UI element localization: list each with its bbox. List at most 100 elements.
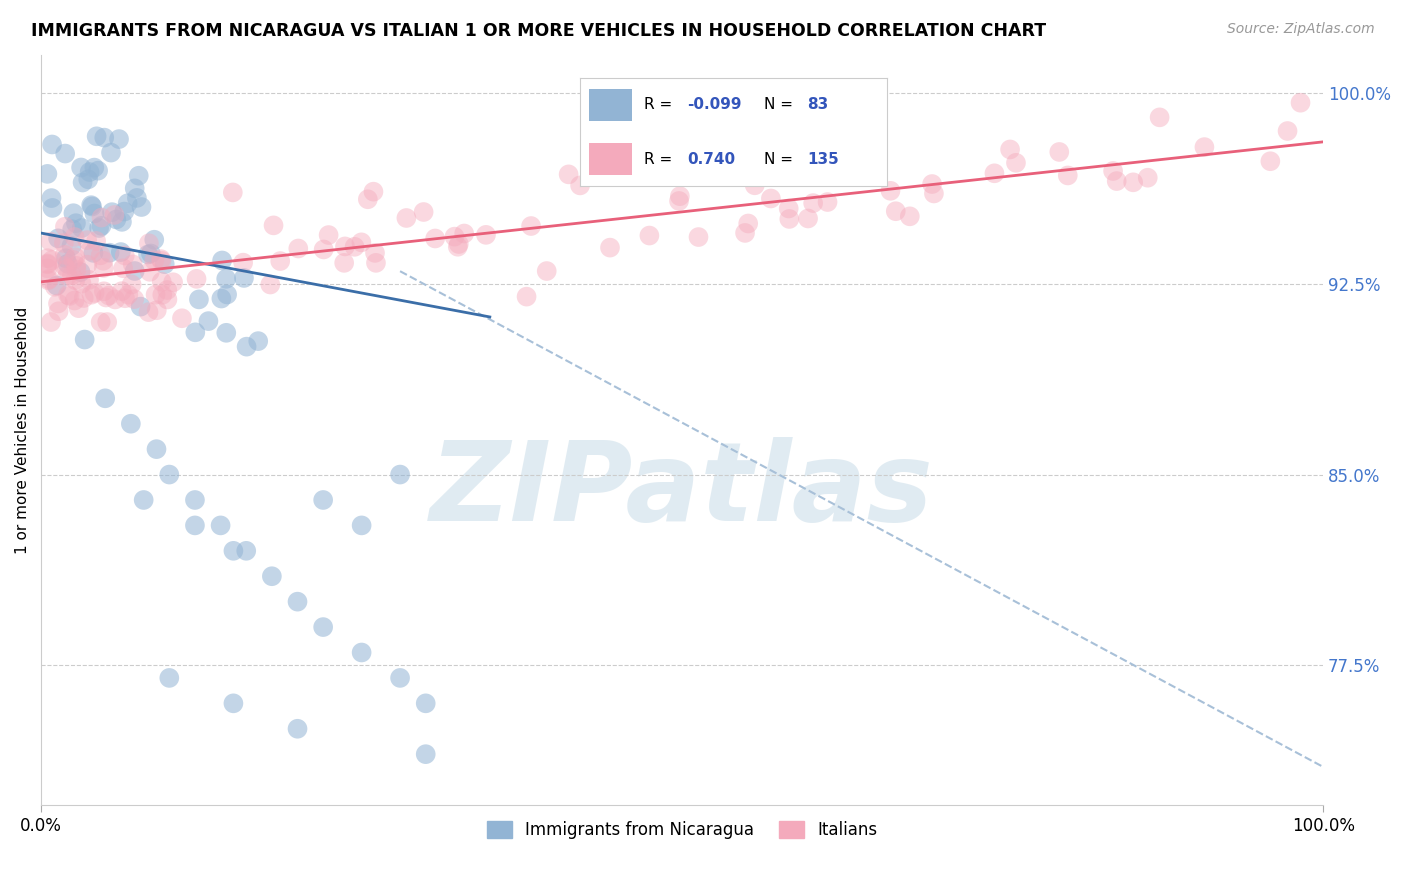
Point (65, 216, 87, 230)
Point (138, 305, 160, 319)
Point (84, 234, 107, 248)
Point (259, 277, 281, 292)
Point (668, 194, 690, 208)
Point (898, 210, 921, 224)
Point (520, 219, 543, 233)
Point (536, 264, 558, 278)
Point (62, 252, 84, 267)
Point (156, 293, 179, 307)
Point (122, 292, 145, 306)
Point (87, 221, 110, 235)
Point (389, 467, 412, 482)
Point (801, 196, 824, 211)
Point (412, 205, 434, 219)
Point (138, 236, 160, 251)
Point (669, 189, 692, 203)
Point (87, 163, 110, 178)
Point (52, 235, 75, 250)
Point (72, 176, 94, 190)
Point (1105, 174, 1128, 188)
Point (599, 241, 621, 255)
Point (93, 285, 115, 299)
Point (91, 253, 114, 268)
Point (53, 219, 76, 234)
Point (124, 181, 146, 195)
Point (37, 261, 59, 276)
Point (70, 161, 93, 175)
Point (37, 273, 59, 287)
Point (93, 260, 115, 275)
Point (67, 301, 90, 315)
Y-axis label: 1 or more Vehicles in Household: 1 or more Vehicles in Household (15, 307, 30, 554)
Point (922, 186, 945, 201)
Point (124, 264, 146, 278)
Point (53, 259, 76, 273)
Point (117, 196, 139, 211)
Point (759, 192, 782, 206)
Point (453, 227, 475, 241)
Point (318, 228, 340, 243)
Point (1149, 111, 1171, 125)
Point (222, 186, 245, 200)
Point (59, 289, 82, 303)
Point (53, 146, 76, 161)
Point (415, 747, 437, 761)
Point (77, 273, 100, 287)
Point (363, 185, 385, 199)
Point (312, 493, 335, 508)
Point (146, 303, 169, 318)
Point (111, 284, 134, 298)
Point (93, 130, 115, 145)
Point (350, 518, 373, 533)
Point (184, 493, 207, 508)
Text: Source: ZipAtlas.com: Source: ZipAtlas.com (1227, 22, 1375, 37)
Point (983, 166, 1005, 180)
Point (94, 291, 117, 305)
Point (101, 205, 124, 219)
Point (46, 296, 69, 310)
Point (80, 198, 103, 212)
Point (38, 272, 60, 286)
Point (41, 137, 63, 152)
Point (139, 265, 162, 279)
Point (287, 242, 309, 256)
Point (65, 273, 87, 287)
Point (921, 177, 943, 191)
Text: IMMIGRANTS FROM NICARAGUA VS ITALIAN 1 OR MORE VEHICLES IN HOUSEHOLD CORRELATION: IMMIGRANTS FROM NICARAGUA VS ITALIAN 1 O… (31, 22, 1046, 40)
Point (222, 544, 245, 558)
Point (333, 239, 356, 253)
Point (121, 277, 143, 292)
Point (1194, 140, 1216, 154)
Point (62, 206, 84, 220)
Point (41, 253, 63, 268)
Point (186, 272, 208, 286)
Point (83, 161, 105, 175)
Point (170, 311, 193, 326)
Point (111, 215, 134, 229)
Point (90, 248, 112, 262)
Point (884, 204, 907, 219)
Point (112, 261, 135, 276)
Point (131, 200, 153, 214)
Point (63, 293, 86, 308)
Point (215, 326, 238, 340)
Point (145, 287, 167, 301)
Point (1047, 145, 1070, 159)
Point (37, 251, 59, 265)
Point (125, 191, 148, 205)
Point (94, 392, 117, 406)
Point (63, 230, 86, 244)
Point (128, 169, 150, 183)
Point (80, 199, 103, 213)
Point (211, 253, 233, 268)
Point (184, 518, 207, 533)
Point (287, 595, 309, 609)
Point (415, 696, 437, 710)
Point (1277, 124, 1299, 138)
Point (157, 467, 180, 482)
Point (425, 231, 447, 245)
Point (247, 334, 270, 348)
Point (998, 143, 1021, 157)
Point (744, 178, 766, 193)
Point (1122, 175, 1144, 189)
